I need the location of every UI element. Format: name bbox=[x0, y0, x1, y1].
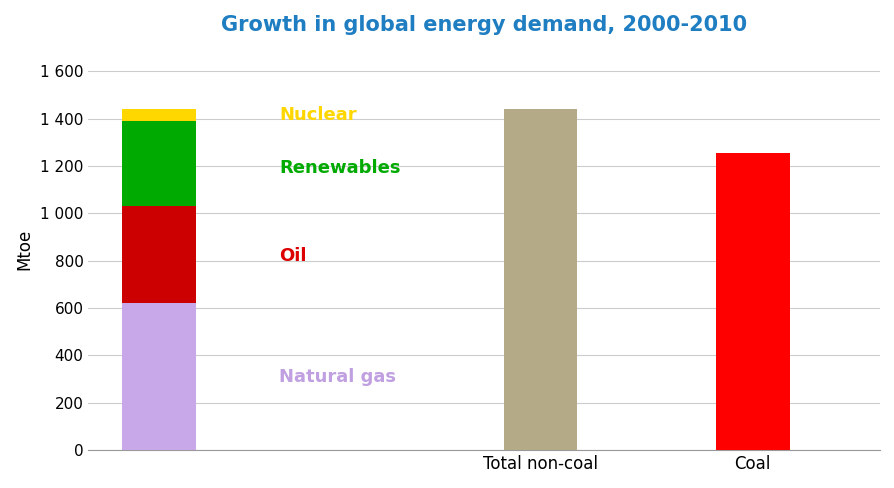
Text: Renewables: Renewables bbox=[279, 160, 401, 178]
Bar bbox=[122, 109, 196, 121]
Bar bbox=[122, 206, 196, 304]
Bar bbox=[503, 109, 577, 450]
Bar bbox=[715, 153, 789, 450]
Text: Nuclear: Nuclear bbox=[279, 106, 357, 124]
Bar bbox=[122, 304, 196, 450]
Text: Oil: Oil bbox=[279, 247, 307, 265]
Text: Natural gas: Natural gas bbox=[279, 368, 396, 386]
Title: Growth in global energy demand, 2000-2010: Growth in global energy demand, 2000-201… bbox=[221, 15, 746, 35]
Bar bbox=[122, 121, 196, 206]
Y-axis label: Mtoe: Mtoe bbox=[15, 228, 33, 269]
